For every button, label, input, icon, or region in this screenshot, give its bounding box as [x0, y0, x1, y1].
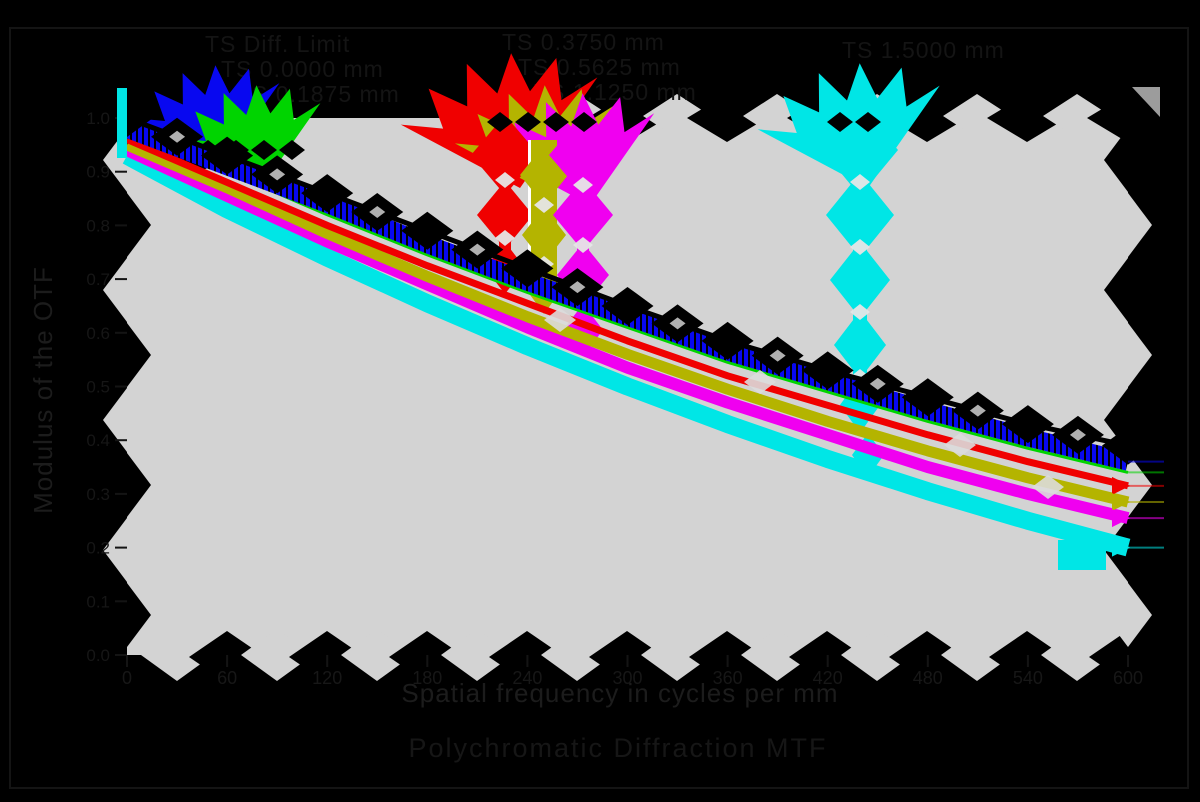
axes: 0 60 120 180 240 300 360 420 480 540 600 0.0 0.1 0.2 0…: [86, 109, 1143, 688]
y-tick-label: 0.4: [86, 431, 110, 450]
x-tick-label: 120: [312, 668, 342, 688]
x-tick-label: 360: [713, 668, 743, 688]
legend-entry: TS Diff. Limit: [205, 31, 350, 57]
x-tick-label: 60: [217, 668, 237, 688]
y-tick-label: 0.6: [86, 324, 110, 343]
y-tick-label: 0.9: [86, 163, 110, 182]
y-axis-label: Modulus of the OTF: [28, 266, 58, 514]
window-frame: [9, 27, 1189, 789]
x-tick-label: 240: [512, 668, 542, 688]
y-tick-label: 0.0: [86, 646, 110, 665]
y-tick-label: 0.3: [86, 485, 110, 504]
cyan-axis-artifact: [117, 88, 127, 158]
y-tick-label: 1.0: [86, 109, 110, 128]
x-tick-label: 600: [1113, 668, 1143, 688]
y-tick-label: 0.1: [86, 592, 110, 611]
mtf-curve: [122, 147, 1131, 557]
x-tick-label: 300: [612, 668, 642, 688]
figure-caption: Polychromatic Diffraction MTF: [408, 733, 827, 763]
legend-entry: TS 1.5000 mm: [842, 37, 1005, 63]
x-tick-label: 180: [412, 668, 442, 688]
legend-entry: TS 0.3750 mm: [502, 29, 665, 55]
x-tick-label: 480: [913, 668, 943, 688]
x-tick-label: 0: [122, 668, 132, 688]
y-tick-label: 0.7: [86, 270, 110, 289]
glitch-artifacts: [133, 53, 940, 477]
mtf-curve: [124, 144, 1130, 524]
x-tick-label: 420: [813, 668, 843, 688]
x-axis-label: Spatial frequency in cycles per mm: [401, 678, 838, 708]
marker-overlays: [544, 308, 1164, 570]
mtf-curve: [124, 139, 1130, 508]
corner-fold-artifact: [1132, 87, 1160, 117]
y-tick-label: 0.8: [86, 216, 110, 235]
y-tick-label: 0.2: [86, 539, 110, 558]
y-tick-label: 0.5: [86, 378, 110, 397]
x-tick-label: 540: [1013, 668, 1043, 688]
